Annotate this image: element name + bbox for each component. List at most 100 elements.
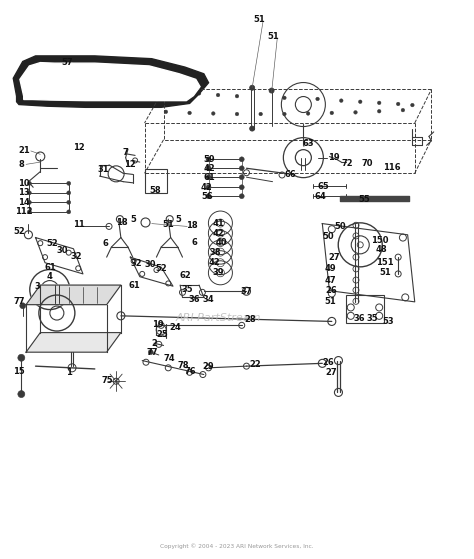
Circle shape xyxy=(235,112,239,116)
Text: 112: 112 xyxy=(15,207,33,216)
Circle shape xyxy=(206,166,211,170)
Text: 42: 42 xyxy=(201,183,213,192)
Text: 40: 40 xyxy=(216,238,228,247)
Text: 59: 59 xyxy=(204,155,216,164)
Circle shape xyxy=(211,112,215,115)
Circle shape xyxy=(239,194,244,198)
Circle shape xyxy=(283,112,286,116)
Circle shape xyxy=(339,99,343,102)
Text: 66: 66 xyxy=(285,170,297,179)
Text: 51: 51 xyxy=(254,15,265,24)
Text: 150: 150 xyxy=(371,236,388,245)
Text: 49: 49 xyxy=(324,264,336,273)
Text: 27: 27 xyxy=(325,368,337,377)
Circle shape xyxy=(316,97,319,101)
Circle shape xyxy=(20,303,26,309)
Circle shape xyxy=(27,191,31,195)
Text: 37: 37 xyxy=(241,287,252,296)
Text: 1: 1 xyxy=(66,368,72,377)
Circle shape xyxy=(259,112,263,116)
Text: 30: 30 xyxy=(145,260,156,269)
Circle shape xyxy=(18,391,25,397)
Text: 32: 32 xyxy=(131,259,143,268)
Text: 38: 38 xyxy=(210,248,221,257)
Text: 75: 75 xyxy=(102,376,114,385)
Text: 10: 10 xyxy=(18,179,30,188)
Text: 65: 65 xyxy=(318,182,329,191)
Text: 52: 52 xyxy=(46,239,58,248)
Text: 64: 64 xyxy=(314,192,326,201)
Text: 52: 52 xyxy=(13,228,25,236)
Text: 5: 5 xyxy=(130,215,136,224)
Text: 12: 12 xyxy=(73,143,85,151)
Text: 63: 63 xyxy=(302,139,314,148)
Text: 116: 116 xyxy=(383,163,401,172)
Text: 11: 11 xyxy=(73,220,85,229)
Text: 58: 58 xyxy=(150,186,162,195)
Circle shape xyxy=(18,354,25,361)
Text: 36: 36 xyxy=(353,314,365,323)
Circle shape xyxy=(410,103,414,107)
Text: 61: 61 xyxy=(204,173,216,182)
Circle shape xyxy=(377,110,381,113)
Circle shape xyxy=(250,86,255,90)
Text: 42: 42 xyxy=(213,229,225,238)
Circle shape xyxy=(330,111,334,115)
Text: 36: 36 xyxy=(188,295,200,304)
Polygon shape xyxy=(26,333,121,352)
Text: 51: 51 xyxy=(324,297,336,306)
Circle shape xyxy=(197,92,201,95)
Text: 48: 48 xyxy=(376,245,388,254)
Text: 19: 19 xyxy=(152,320,164,329)
Circle shape xyxy=(67,210,71,214)
Circle shape xyxy=(396,102,400,106)
Text: 72: 72 xyxy=(341,159,353,168)
Text: 47: 47 xyxy=(324,276,336,285)
Text: 3: 3 xyxy=(34,282,40,291)
Text: 6: 6 xyxy=(192,238,198,247)
Text: 34: 34 xyxy=(203,295,215,304)
Circle shape xyxy=(206,194,211,198)
Text: 27: 27 xyxy=(328,253,340,262)
Circle shape xyxy=(67,181,71,186)
Bar xyxy=(145,169,167,193)
Circle shape xyxy=(206,185,211,190)
Text: 51: 51 xyxy=(268,32,280,41)
Polygon shape xyxy=(20,63,200,101)
Text: 50: 50 xyxy=(323,232,335,241)
Text: 39: 39 xyxy=(212,268,224,277)
Text: 18: 18 xyxy=(116,218,128,227)
Text: 6: 6 xyxy=(103,239,109,248)
Text: 22: 22 xyxy=(250,360,262,369)
Text: 57: 57 xyxy=(62,58,73,67)
Circle shape xyxy=(239,157,244,162)
Circle shape xyxy=(239,166,244,170)
Circle shape xyxy=(206,157,211,162)
Text: 74: 74 xyxy=(163,354,175,363)
Text: 61: 61 xyxy=(128,281,140,290)
Text: 51: 51 xyxy=(162,220,174,229)
Circle shape xyxy=(377,101,381,105)
Circle shape xyxy=(283,96,286,100)
Text: 31: 31 xyxy=(97,165,109,174)
Text: 70: 70 xyxy=(362,159,373,168)
Text: 41: 41 xyxy=(213,219,225,228)
Text: 78: 78 xyxy=(177,361,189,369)
Circle shape xyxy=(67,191,71,195)
Text: 29: 29 xyxy=(203,362,215,371)
Circle shape xyxy=(27,181,31,186)
Text: 35: 35 xyxy=(367,314,379,323)
Text: 18: 18 xyxy=(186,221,198,230)
Circle shape xyxy=(239,185,244,190)
Text: 76: 76 xyxy=(185,367,197,376)
Text: 26: 26 xyxy=(326,286,337,295)
Circle shape xyxy=(306,112,310,115)
Circle shape xyxy=(169,93,173,97)
Circle shape xyxy=(358,100,362,103)
Text: 8: 8 xyxy=(18,160,24,169)
Circle shape xyxy=(401,108,405,112)
Text: 25: 25 xyxy=(156,330,168,339)
Text: 12: 12 xyxy=(124,160,136,169)
Text: 14: 14 xyxy=(18,198,30,207)
Text: 13: 13 xyxy=(18,188,30,197)
